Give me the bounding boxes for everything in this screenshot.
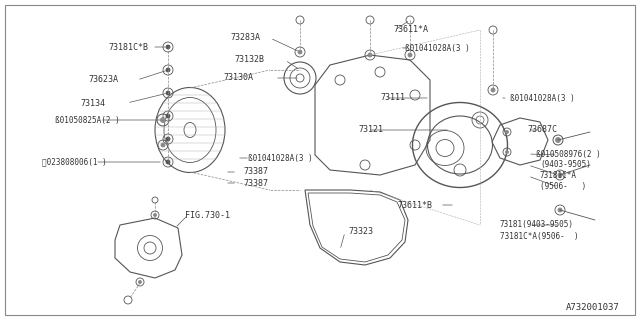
Text: 73181C*A: 73181C*A [540,172,577,180]
Text: 73181(9403-9505): 73181(9403-9505) [500,220,574,229]
Circle shape [154,213,157,217]
Text: (9403-9505): (9403-9505) [540,161,591,170]
Circle shape [506,131,509,133]
Circle shape [506,150,509,154]
Circle shape [161,117,166,123]
Circle shape [161,143,165,147]
Text: 73283A: 73283A [230,34,260,43]
Text: ß010508976(2 ): ß010508976(2 ) [536,149,601,158]
Circle shape [368,53,372,57]
Text: ⓝ023808006(1 ): ⓝ023808006(1 ) [42,157,107,166]
Text: ß01041028A(3 ): ß01041028A(3 ) [248,154,313,163]
Circle shape [558,173,562,177]
Text: 73387: 73387 [243,167,268,177]
Circle shape [166,160,170,164]
Text: 73134: 73134 [80,99,105,108]
Text: ß01041028A(3 ): ß01041028A(3 ) [510,93,575,102]
Text: 73623A: 73623A [88,76,118,84]
Circle shape [558,208,562,212]
Text: 73181C*B: 73181C*B [108,43,148,52]
Circle shape [166,68,170,72]
Circle shape [408,53,412,57]
Text: 73130A: 73130A [223,74,253,83]
Text: (9506-   ): (9506- ) [540,182,586,191]
Text: 73111: 73111 [380,93,405,102]
Text: A732001037: A732001037 [566,303,620,313]
Text: ß01041028A(3 ): ß01041028A(3 ) [405,44,470,52]
Text: 73121: 73121 [358,125,383,134]
Text: 73323: 73323 [348,228,373,236]
Circle shape [491,88,495,92]
Text: 73132B: 73132B [234,55,264,65]
Text: 73387: 73387 [243,179,268,188]
Text: 73611*A: 73611*A [393,26,428,35]
Text: 73181C*A(9506-  ): 73181C*A(9506- ) [500,231,579,241]
Circle shape [166,45,170,49]
Text: 73611*B: 73611*B [397,201,432,210]
Circle shape [138,281,141,284]
Circle shape [166,137,170,141]
Text: FIG.730-1: FIG.730-1 [185,211,230,220]
Circle shape [166,114,170,118]
Circle shape [166,91,170,95]
Text: ß01050825A(2 ): ß01050825A(2 ) [55,116,120,124]
Circle shape [298,50,302,54]
Text: 73687C: 73687C [527,125,557,134]
Circle shape [556,138,561,142]
